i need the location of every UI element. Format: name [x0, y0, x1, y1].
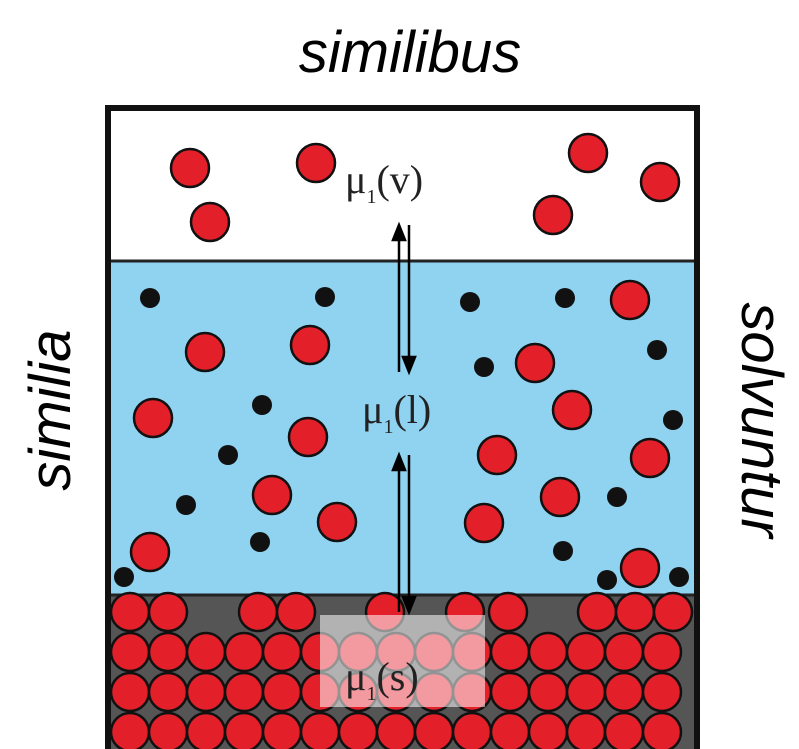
solute-molecule: [534, 196, 572, 234]
diagram: similibus similia solvuntur μ1(v) μ1(l) …: [0, 0, 799, 749]
solvent-molecule: [607, 487, 627, 507]
solute-molecule: [134, 399, 172, 437]
solute-molecule: [318, 503, 356, 541]
solvent-molecule: [663, 410, 683, 430]
solid-molecule: [605, 713, 643, 749]
solute-molecule: [253, 476, 291, 514]
solid-molecule: [263, 633, 301, 671]
symbol: μ: [345, 157, 366, 202]
solid-molecule: [529, 633, 567, 671]
solid-molecule: [225, 713, 263, 749]
solid-molecule: [187, 713, 225, 749]
solid-molecule: [111, 633, 149, 671]
solid-molecule: [567, 673, 605, 711]
solid-molecule: [111, 673, 149, 711]
solid-molecule: [339, 713, 377, 749]
solid-molecule: [605, 633, 643, 671]
solvent-molecule: [474, 357, 494, 377]
solid-molecule: [187, 633, 225, 671]
solvent-molecule: [460, 292, 480, 312]
solid-molecule: [489, 593, 527, 631]
solvent-molecule: [176, 495, 196, 515]
chemical-potential: μ1(s): [345, 654, 419, 705]
solid-molecule: [605, 673, 643, 711]
solid-molecule: [616, 593, 654, 631]
solid-molecule: [453, 713, 491, 749]
solid-molecule: [149, 713, 187, 749]
solid-molecule: [111, 593, 149, 631]
solid-molecule: [239, 593, 277, 631]
solid-molecule: [643, 713, 681, 749]
solid-molecule: [643, 673, 681, 711]
solid-molecule: [149, 633, 187, 671]
solute-molecule: [171, 149, 209, 187]
symbol: μ: [345, 654, 366, 699]
phase: (v): [376, 157, 423, 202]
solute-molecule: [641, 163, 679, 201]
solute-molecule: [289, 418, 327, 456]
solid-molecule: [263, 713, 301, 749]
solvent-molecule: [114, 567, 134, 587]
solid-molecule: [225, 673, 263, 711]
solvent-molecule: [669, 567, 689, 587]
solid-molecule: [529, 673, 567, 711]
solute-molecule: [131, 533, 169, 571]
solute-molecule: [611, 281, 649, 319]
phase: (s): [376, 654, 418, 699]
solid-molecule: [491, 673, 529, 711]
solvent-molecule: [140, 288, 160, 308]
symbol: μ: [362, 387, 383, 432]
solute-molecule: [186, 333, 224, 371]
solid-molecule: [301, 713, 339, 749]
solute-molecule: [631, 439, 669, 477]
solute-molecule: [553, 391, 591, 429]
solute-molecule: [297, 144, 335, 182]
solvent-molecule: [553, 541, 573, 561]
solid-molecule: [377, 713, 415, 749]
solute-molecule: [291, 326, 329, 364]
left-label: similia: [18, 329, 83, 490]
solute-molecule: [191, 203, 229, 241]
right-label: solvuntur: [729, 302, 794, 540]
solid-molecule: [567, 633, 605, 671]
subscript: 1: [366, 683, 376, 705]
phase: (l): [393, 387, 431, 432]
solid-molecule: [567, 713, 605, 749]
solute-molecule: [541, 478, 579, 516]
solvent-molecule: [555, 288, 575, 308]
chemical-potential: μ1(v): [345, 157, 423, 208]
solid-molecule: [643, 633, 681, 671]
solvent-molecule: [315, 287, 335, 307]
solid-molecule: [654, 593, 692, 631]
solute-molecule: [478, 436, 516, 474]
subscript: 1: [383, 416, 393, 438]
solid-molecule: [491, 633, 529, 671]
subscript: 1: [366, 186, 376, 208]
solid-molecule: [149, 673, 187, 711]
solvent-molecule: [252, 395, 272, 415]
chemical-potential: μ1(l): [362, 387, 431, 438]
solvent-molecule: [647, 340, 667, 360]
solute-molecule: [465, 504, 503, 542]
solid-molecule: [225, 633, 263, 671]
solvent-molecule: [250, 532, 270, 552]
solid-molecule: [277, 593, 315, 631]
solid-molecule: [111, 713, 149, 749]
solid-molecule: [149, 593, 187, 631]
top-label: similibus: [299, 20, 521, 85]
solute-molecule: [569, 134, 607, 172]
solute-molecule: [621, 549, 659, 587]
solid-molecule: [578, 593, 616, 631]
solid-molecule: [263, 673, 301, 711]
solid-molecule: [415, 713, 453, 749]
solid-molecule: [491, 713, 529, 749]
solvent-molecule: [597, 570, 617, 590]
solute-molecule: [516, 344, 554, 382]
solid-molecule: [187, 673, 225, 711]
solvent-molecule: [218, 445, 238, 465]
solid-molecule: [529, 713, 567, 749]
